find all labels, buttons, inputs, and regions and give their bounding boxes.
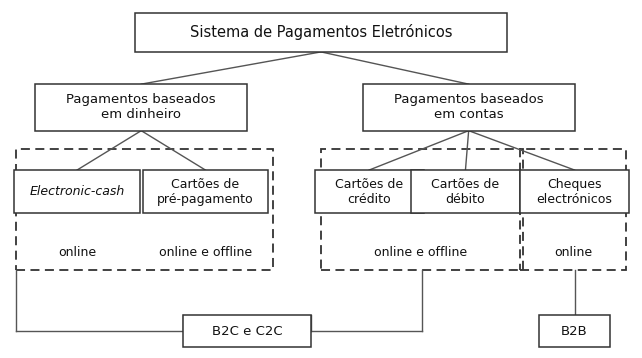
Text: online: online — [554, 246, 593, 259]
FancyBboxPatch shape — [14, 170, 139, 213]
Text: B2B: B2B — [561, 325, 588, 338]
FancyBboxPatch shape — [539, 315, 610, 347]
Text: online e offline: online e offline — [159, 246, 252, 259]
FancyBboxPatch shape — [143, 170, 268, 213]
Text: Pagamentos baseados
em contas: Pagamentos baseados em contas — [394, 93, 544, 121]
FancyBboxPatch shape — [411, 170, 520, 213]
FancyBboxPatch shape — [135, 13, 507, 52]
FancyBboxPatch shape — [35, 84, 247, 131]
Text: Pagamentos baseados
em dinheiro: Pagamentos baseados em dinheiro — [66, 93, 216, 121]
Text: Cartões de
débito: Cartões de débito — [431, 178, 499, 205]
Text: Cartões de
pré-pagamento: Cartões de pré-pagamento — [157, 178, 254, 205]
Text: Cheques
electrónicos: Cheques electrónicos — [537, 178, 612, 205]
Text: Cartões de
crédito: Cartões de crédito — [335, 178, 403, 205]
FancyBboxPatch shape — [520, 170, 629, 213]
FancyBboxPatch shape — [183, 315, 311, 347]
Text: Electronic-cash: Electronic-cash — [30, 185, 125, 198]
Text: Sistema de Pagamentos Eletrónicos: Sistema de Pagamentos Eletrónicos — [190, 24, 452, 40]
Text: B2C e C2C: B2C e C2C — [212, 325, 282, 338]
FancyBboxPatch shape — [315, 170, 424, 213]
FancyBboxPatch shape — [363, 84, 575, 131]
Text: online: online — [58, 246, 96, 259]
Text: online e offline: online e offline — [374, 246, 467, 259]
